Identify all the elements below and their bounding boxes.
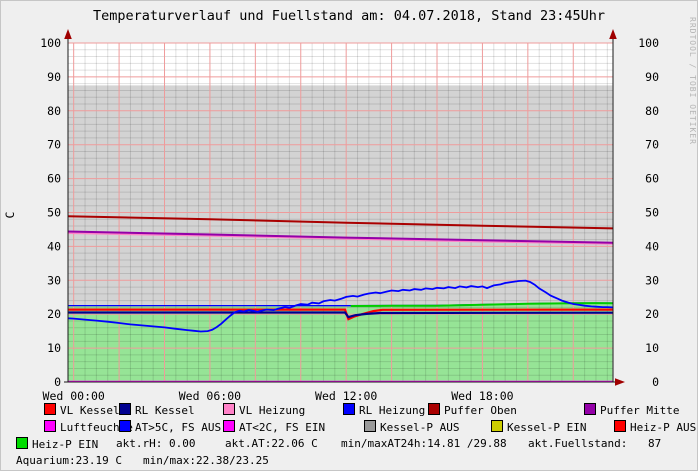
status-minmax-at: min/maxAT24h:14.81 /29.88 [341,437,507,450]
legend-item-rl-heizung: RL Heizung [343,403,426,417]
y-tick-left: 60 [47,172,61,186]
y-tick-left: 90 [47,70,61,84]
legend-swatch-kessel-p-ein [491,420,503,432]
y-tick-left: 100 [40,36,61,50]
x-tick-label: Wed 00:00 [43,389,105,403]
legend-label: Puffer Oben [444,404,517,417]
aquarium-area [68,303,613,382]
y-tick-left: 70 [47,138,61,152]
legend-swatch-at-gt5 [119,420,131,432]
legend-label: Heiz-P AUS [630,421,697,434]
legend-swatch-rl-kessel [119,403,131,415]
y-tick-right: 10 [645,341,659,355]
axes [64,35,619,383]
legend-label: Luftfeuchte [60,421,133,434]
tick-labels: 0 0 10 10 20 20 30 30 40 40 50 50 60 60 70 70 80 80 90 90 10… [40,36,659,403]
x-tick-label: Wed 06:00 [179,389,241,403]
x-tick-label: Wed 18:00 [451,389,513,403]
legend-item-puffer-mitte: Puffer Mitte [584,403,680,417]
legend-label: Kessel-P AUS [380,421,460,434]
y-tick-left: 20 [47,307,61,321]
y-tick-left: 40 [47,239,61,253]
legend-item-at-lt2: AT<2C, FS EIN [223,420,326,434]
status-fuellstand-label: akt.Fuellstand: [528,437,628,450]
legend-label: RL Kessel [135,404,195,417]
legend-swatch-heiz-p-ein [16,437,28,449]
series-vl-heizung [67,232,614,245]
series-rl-kessel [68,311,614,319]
status-aquarium: Aquarium:23.19 C [16,454,122,467]
legend-item-heiz-p-aus: Heiz-P AUS [614,420,697,434]
y-tick-left: 10 [47,341,61,355]
legend-label: VL Kessel [60,404,120,417]
y-tick-right: 90 [645,70,659,84]
legend-swatch-at-lt2 [223,420,235,432]
legend-item-kessel-p-ein: Kessel-P EIN [491,420,587,434]
y-axis-label: C [3,211,17,218]
grid-major [68,42,613,382]
y-tick-left: 0 [54,375,61,389]
series-puffer-oben [67,215,614,230]
legend-item-vl-kessel: VL Kessel [44,403,120,417]
x-tick-label: Wed 12:00 [315,389,377,403]
y-tick-right: 50 [645,206,659,220]
y-tick-left: 30 [47,273,61,287]
status-akt-at: akt.AT:22.06 C [225,437,318,450]
axis-arrows [64,29,625,386]
legend-item-rl-kessel: RL Kessel [119,403,195,417]
rrdtool-watermark: RRDTOOL / TOBI OETIKER [688,17,697,145]
legend-label: RL Heizung [359,404,426,417]
graph-title: Temperaturverlauf und Fuellstand am: 04.… [92,8,606,24]
y-tick-right: 100 [638,36,659,50]
legend-swatch-luftfeuchte [44,420,56,432]
legend-label: AT>5C, FS AUS [135,421,222,434]
legend-item-puffer-oben: Puffer Oben [428,403,517,417]
y-tick-right: 80 [645,104,659,118]
legend-item-kessel-p-aus: Kessel-P AUS [364,420,460,434]
legend-item-vl-heizung: VL Heizung [223,403,306,417]
legend-swatch-vl-kessel [44,403,56,415]
status-aquarium-minmax: min/max:22.38/23.25 [143,454,269,467]
legend-swatch-puffer-mitte [584,403,596,415]
y-tick-right: 40 [645,239,659,253]
series-aussentemperatur [67,279,614,333]
legend-label: Puffer Mitte [600,404,680,417]
y-tick-right: 60 [645,172,659,186]
status-fuellstand-value: 87 [648,437,662,450]
legend-item-heiz-p-ein: Heiz-P EIN [16,437,99,451]
y-tick-right: 20 [645,307,659,321]
series-puffer-mitte [67,230,614,244]
legend-label: Heiz-P EIN [32,438,99,451]
y-tick-left: 80 [47,104,61,118]
y-tick-right: 70 [645,138,659,152]
y-tick-right: 0 [652,375,659,389]
legend-swatch-kessel-p-aus [364,420,376,432]
legend-item-at-gt5: AT>5C, FS AUS [119,420,222,434]
legend-label: AT<2C, FS EIN [239,421,326,434]
legend-label: VL Heizung [239,404,306,417]
legend-label: Kessel-P EIN [507,421,587,434]
legend-swatch-heiz-p-aus [614,420,626,432]
legend-item-luftfeuchte: Luftfeuchte [44,420,133,434]
legend-swatch-vl-heizung [223,403,235,415]
status-akt-rh: akt.rH: 0.00 [116,437,196,450]
y-tick-left: 50 [47,206,61,220]
legend-swatch-rl-heizung [343,403,355,415]
legend-swatch-puffer-oben [428,403,440,415]
series-heiz-ein [350,302,614,307]
y-tick-right: 30 [645,273,659,287]
